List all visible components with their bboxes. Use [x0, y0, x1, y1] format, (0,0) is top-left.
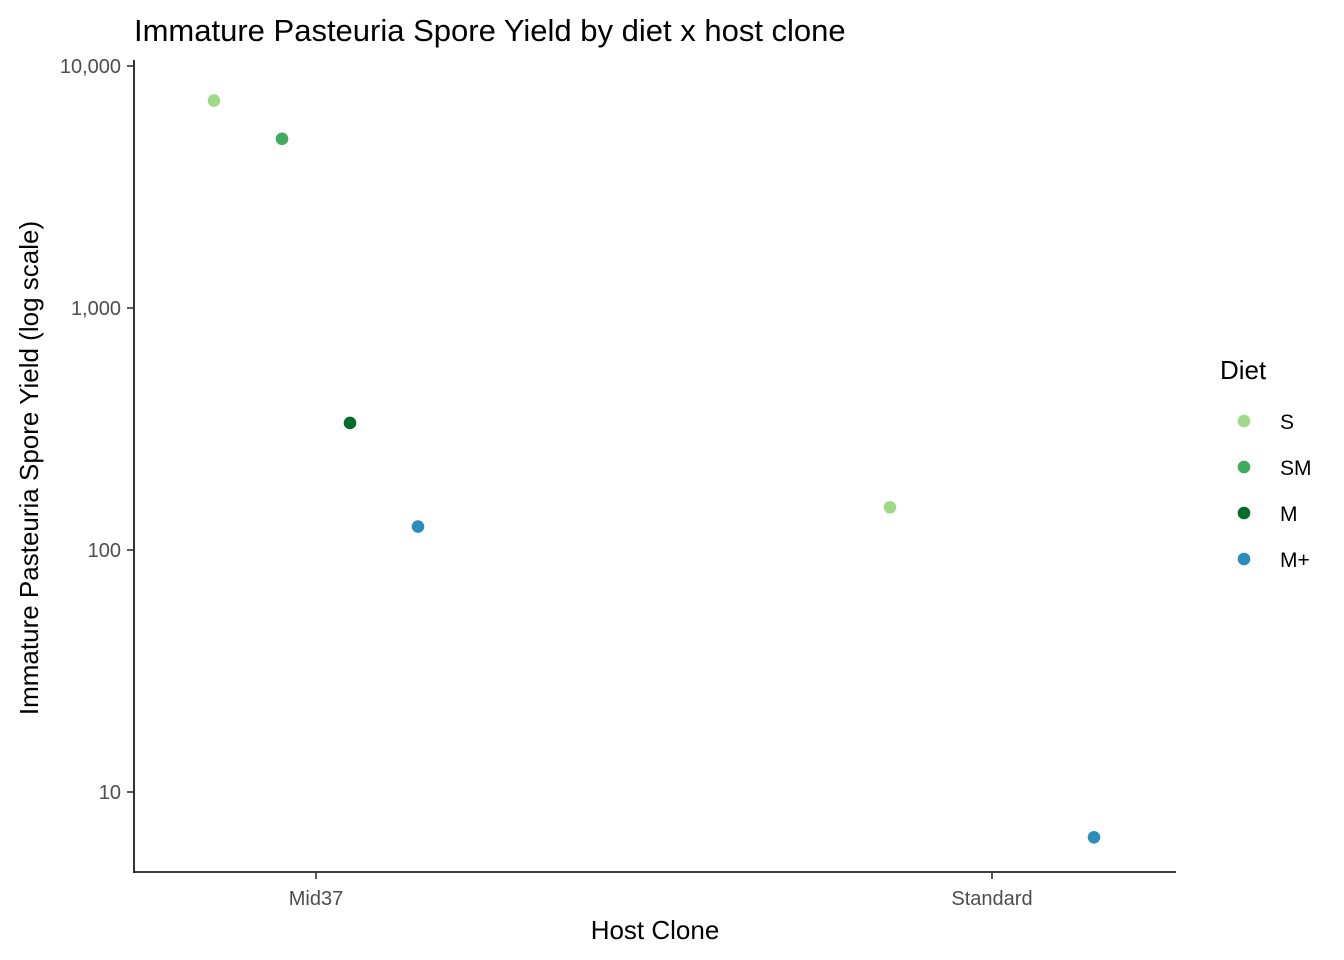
legend-key: [1237, 460, 1251, 474]
y-tick-label: 10: [99, 782, 121, 804]
x-axis-ticks: Mid37 Standard: [289, 872, 1033, 910]
plot-area: 10 100 1,000 10,000 Mid37 Standard: [60, 56, 1176, 910]
y-axis-ticks: 10 100 1,000 10,000: [60, 56, 134, 804]
data-point-s-mid37: [207, 94, 221, 107]
legend-label: S: [1280, 411, 1294, 434]
data-point-m-mid37: [343, 416, 357, 430]
chart-title: Immature Pasteuria Spore Yield by diet x…: [134, 13, 846, 48]
data-points: [207, 94, 1101, 844]
legend-key: [1237, 506, 1251, 520]
y-tick-label: 10,000: [60, 56, 121, 78]
data-point-m-plus-mid37: [411, 520, 425, 533]
y-tick-label: 1,000: [71, 298, 121, 320]
data-point-m-plus-standard: [1087, 830, 1101, 844]
data-point-sm-mid37: [275, 132, 289, 146]
y-axis-title: Immature Pasteuria Spore Yield (log scal…: [14, 221, 44, 715]
legend-items: S SM M M+: [1237, 411, 1312, 572]
legend-label: M: [1280, 503, 1298, 526]
legend-key: [1237, 414, 1251, 428]
legend-label: M+: [1280, 549, 1310, 572]
x-tick-label: Mid37: [289, 888, 343, 910]
legend-label: SM: [1280, 457, 1312, 480]
y-tick-label: 100: [88, 540, 121, 562]
data-point-s-standard: [883, 501, 897, 514]
x-tick-label: Standard: [951, 888, 1032, 910]
x-axis-title: Host Clone: [591, 915, 720, 945]
legend-key: [1237, 552, 1251, 566]
legend-title: Diet: [1220, 355, 1267, 385]
legend: Diet S SM M M+: [1220, 355, 1312, 572]
